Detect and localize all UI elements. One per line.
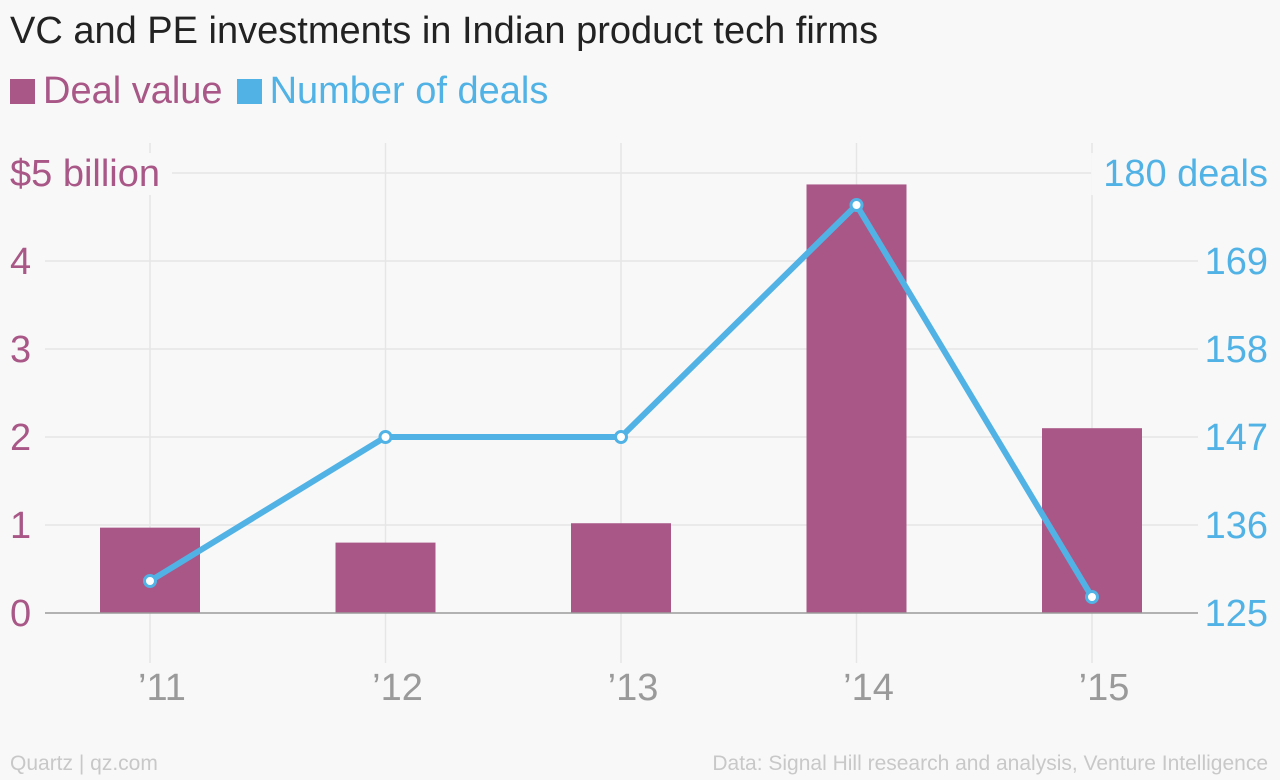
bar-deal-value bbox=[335, 542, 436, 613]
x-tick-label: ’12 bbox=[372, 667, 423, 709]
y-right-tick-label: 158 bbox=[1205, 329, 1268, 371]
point-number-of-deals bbox=[1085, 590, 1099, 604]
y-right-tick-label: 169 bbox=[1205, 241, 1268, 283]
y-left-tick-label: 3 bbox=[10, 329, 31, 371]
x-tick-label: ’13 bbox=[608, 667, 659, 709]
legend-label-number-of-deals: Number of deals bbox=[269, 70, 549, 112]
footer-credit: Quartz | qz.com bbox=[10, 752, 158, 775]
y-left-tick-label: $5 billion bbox=[10, 153, 160, 195]
x-tick-label: ’15 bbox=[1079, 667, 1130, 709]
legend-swatch-deal-value bbox=[10, 79, 35, 104]
y-right-tick-label: 180 deals bbox=[1103, 153, 1268, 195]
legend-item-deal-value: Deal value bbox=[10, 70, 223, 113]
y-right-tick-label: 136 bbox=[1205, 505, 1268, 547]
point-number-of-deals bbox=[378, 430, 393, 444]
chart-title: VC and PE investments in Indian product … bbox=[10, 10, 879, 52]
y-left-tick-label: 1 bbox=[10, 505, 31, 547]
y-left-tick-label: 4 bbox=[10, 241, 31, 283]
point-number-of-deals bbox=[849, 198, 864, 212]
footer-source: Data: Signal Hill research and analysis,… bbox=[712, 752, 1268, 775]
bar-deal-value bbox=[100, 527, 200, 613]
y-right-label-bg bbox=[1091, 153, 1270, 195]
point-number-of-deals bbox=[143, 574, 157, 588]
y-left-label-bg bbox=[8, 153, 172, 195]
legend: Deal value Number of deals bbox=[10, 70, 562, 113]
y-left-tick-label: 0 bbox=[10, 593, 31, 635]
y-right-tick-label: 147 bbox=[1205, 417, 1268, 459]
bar-deal-value bbox=[806, 184, 907, 613]
y-left-tick-label: 2 bbox=[10, 417, 31, 459]
legend-swatch-number-of-deals bbox=[236, 79, 262, 104]
bar-deal-value bbox=[571, 523, 671, 613]
point-number-of-deals bbox=[614, 430, 628, 444]
legend-item-number-of-deals: Number of deals bbox=[236, 70, 549, 113]
y-right-tick-label: 125 bbox=[1205, 593, 1268, 635]
bar-deal-value bbox=[1042, 428, 1142, 613]
legend-label-deal-value: Deal value bbox=[43, 70, 223, 112]
x-tick-label: ’14 bbox=[843, 667, 894, 709]
x-tick-label: ’11 bbox=[138, 667, 186, 709]
